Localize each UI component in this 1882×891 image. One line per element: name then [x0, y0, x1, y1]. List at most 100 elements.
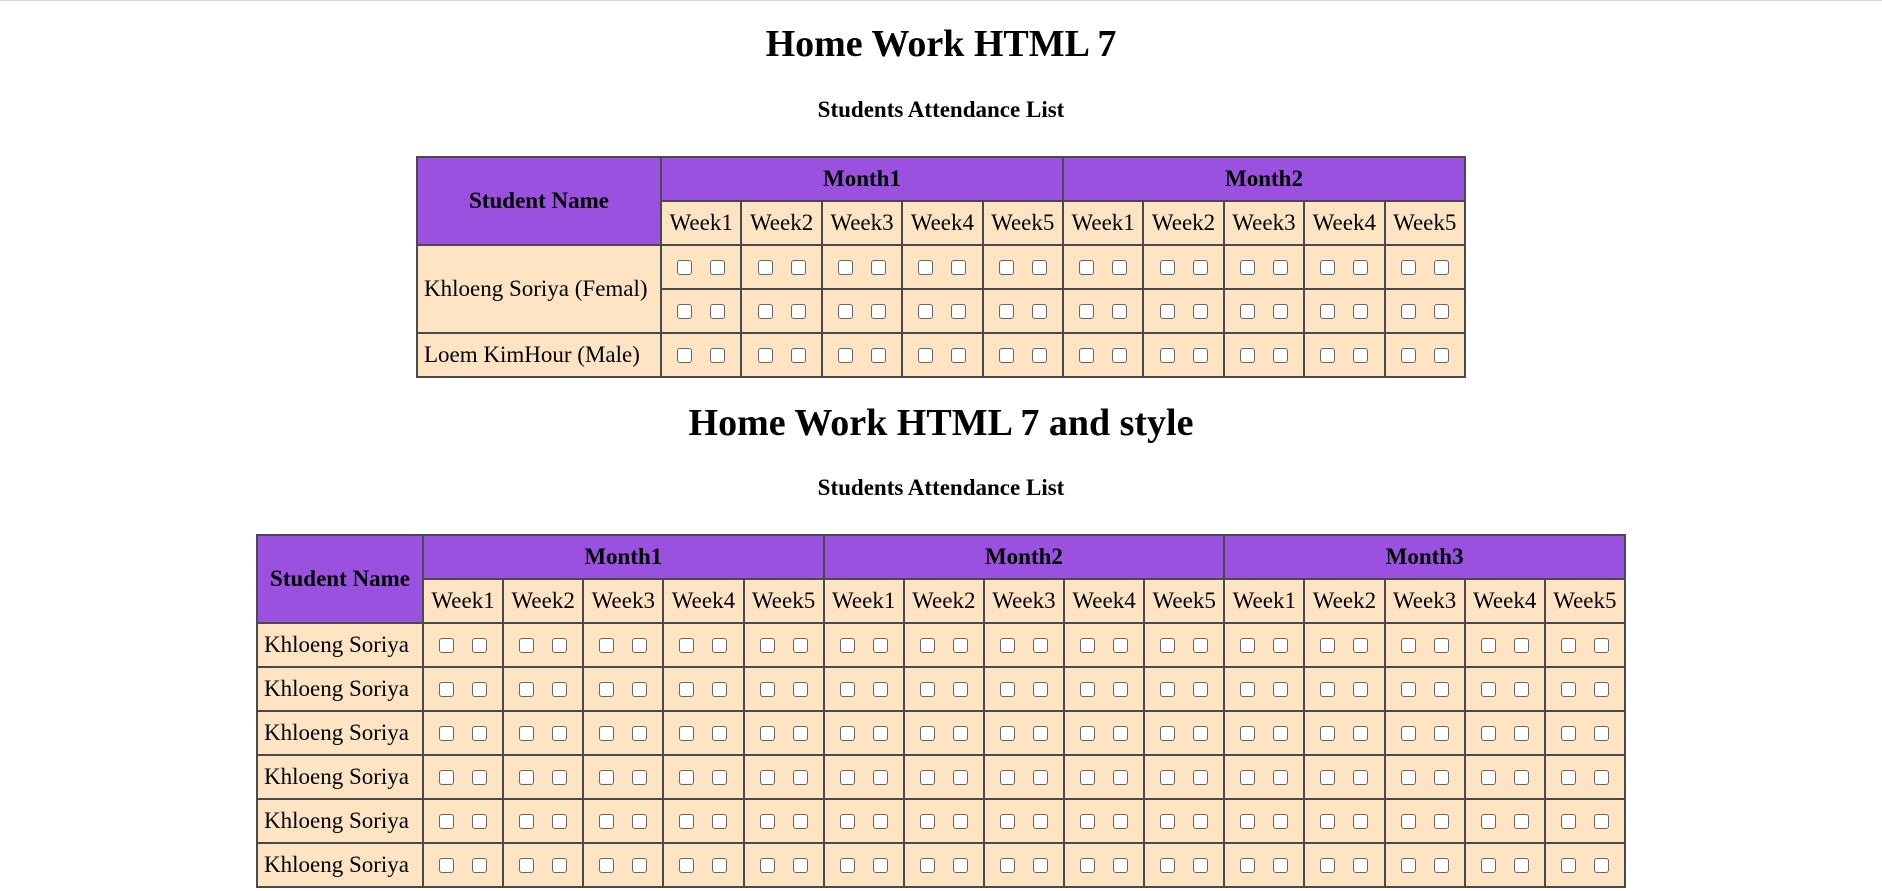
- attendance-checkbox[interactable]: [1113, 726, 1129, 742]
- attendance-checkbox[interactable]: [952, 770, 968, 786]
- attendance-checkbox[interactable]: [1160, 726, 1176, 742]
- attendance-checkbox[interactable]: [759, 814, 775, 830]
- attendance-checkbox[interactable]: [870, 304, 886, 320]
- attendance-checkbox[interactable]: [837, 260, 853, 276]
- attendance-checkbox[interactable]: [872, 770, 888, 786]
- attendance-checkbox[interactable]: [1193, 770, 1209, 786]
- attendance-checkbox[interactable]: [1080, 682, 1096, 698]
- attendance-checkbox[interactable]: [632, 726, 648, 742]
- attendance-checkbox[interactable]: [1433, 814, 1449, 830]
- attendance-checkbox[interactable]: [552, 638, 568, 654]
- attendance-checkbox[interactable]: [632, 814, 648, 830]
- attendance-checkbox[interactable]: [1400, 304, 1416, 320]
- attendance-checkbox[interactable]: [1159, 304, 1175, 320]
- attendance-checkbox[interactable]: [1433, 726, 1449, 742]
- attendance-checkbox[interactable]: [1193, 858, 1209, 874]
- attendance-checkbox[interactable]: [632, 770, 648, 786]
- attendance-checkbox[interactable]: [1193, 682, 1209, 698]
- attendance-checkbox[interactable]: [1353, 858, 1369, 874]
- attendance-checkbox[interactable]: [710, 348, 726, 364]
- attendance-checkbox[interactable]: [679, 638, 695, 654]
- attendance-checkbox[interactable]: [759, 770, 775, 786]
- attendance-checkbox[interactable]: [919, 638, 935, 654]
- attendance-checkbox[interactable]: [1353, 348, 1369, 364]
- attendance-checkbox[interactable]: [1593, 770, 1609, 786]
- attendance-checkbox[interactable]: [919, 858, 935, 874]
- attendance-checkbox[interactable]: [1513, 814, 1529, 830]
- attendance-checkbox[interactable]: [839, 814, 855, 830]
- attendance-checkbox[interactable]: [1433, 682, 1449, 698]
- attendance-checkbox[interactable]: [1239, 260, 1255, 276]
- attendance-checkbox[interactable]: [1433, 638, 1449, 654]
- attendance-checkbox[interactable]: [757, 304, 773, 320]
- attendance-checkbox[interactable]: [1593, 858, 1609, 874]
- attendance-checkbox[interactable]: [1480, 770, 1496, 786]
- attendance-checkbox[interactable]: [870, 348, 886, 364]
- attendance-checkbox[interactable]: [1031, 260, 1047, 276]
- attendance-checkbox[interactable]: [519, 682, 535, 698]
- attendance-checkbox[interactable]: [919, 726, 935, 742]
- attendance-checkbox[interactable]: [790, 348, 806, 364]
- attendance-checkbox[interactable]: [759, 638, 775, 654]
- attendance-checkbox[interactable]: [1032, 726, 1048, 742]
- attendance-checkbox[interactable]: [1320, 682, 1336, 698]
- attendance-checkbox[interactable]: [552, 770, 568, 786]
- attendance-checkbox[interactable]: [1513, 770, 1529, 786]
- attendance-checkbox[interactable]: [519, 858, 535, 874]
- attendance-checkbox[interactable]: [1320, 304, 1336, 320]
- attendance-checkbox[interactable]: [792, 638, 808, 654]
- attendance-checkbox[interactable]: [919, 682, 935, 698]
- attendance-checkbox[interactable]: [998, 260, 1014, 276]
- attendance-checkbox[interactable]: [712, 814, 728, 830]
- attendance-checkbox[interactable]: [1080, 638, 1096, 654]
- attendance-checkbox[interactable]: [1400, 858, 1416, 874]
- attendance-checkbox[interactable]: [998, 304, 1014, 320]
- attendance-checkbox[interactable]: [1273, 814, 1289, 830]
- attendance-checkbox[interactable]: [1160, 814, 1176, 830]
- attendance-checkbox[interactable]: [677, 260, 693, 276]
- attendance-checkbox[interactable]: [1079, 304, 1095, 320]
- attendance-checkbox[interactable]: [757, 348, 773, 364]
- attendance-checkbox[interactable]: [439, 814, 455, 830]
- attendance-checkbox[interactable]: [759, 726, 775, 742]
- attendance-checkbox[interactable]: [951, 260, 967, 276]
- attendance-checkbox[interactable]: [599, 770, 615, 786]
- attendance-checkbox[interactable]: [599, 682, 615, 698]
- attendance-checkbox[interactable]: [1560, 814, 1576, 830]
- attendance-checkbox[interactable]: [1239, 348, 1255, 364]
- attendance-checkbox[interactable]: [1320, 638, 1336, 654]
- attendance-checkbox[interactable]: [1353, 638, 1369, 654]
- attendance-checkbox[interactable]: [952, 726, 968, 742]
- attendance-checkbox[interactable]: [792, 770, 808, 786]
- attendance-checkbox[interactable]: [472, 858, 488, 874]
- attendance-checkbox[interactable]: [1320, 260, 1336, 276]
- attendance-checkbox[interactable]: [1272, 304, 1288, 320]
- attendance-checkbox[interactable]: [1079, 348, 1095, 364]
- attendance-checkbox[interactable]: [1273, 638, 1289, 654]
- attendance-checkbox[interactable]: [472, 682, 488, 698]
- attendance-checkbox[interactable]: [1513, 858, 1529, 874]
- attendance-checkbox[interactable]: [1112, 304, 1128, 320]
- attendance-checkbox[interactable]: [439, 770, 455, 786]
- attendance-checkbox[interactable]: [1032, 770, 1048, 786]
- attendance-checkbox[interactable]: [1353, 260, 1369, 276]
- attendance-checkbox[interactable]: [872, 638, 888, 654]
- attendance-checkbox[interactable]: [1193, 638, 1209, 654]
- attendance-checkbox[interactable]: [918, 304, 934, 320]
- attendance-checkbox[interactable]: [1240, 682, 1256, 698]
- attendance-checkbox[interactable]: [632, 638, 648, 654]
- attendance-checkbox[interactable]: [1400, 726, 1416, 742]
- attendance-checkbox[interactable]: [1193, 814, 1209, 830]
- attendance-checkbox[interactable]: [632, 682, 648, 698]
- attendance-checkbox[interactable]: [1113, 682, 1129, 698]
- attendance-checkbox[interactable]: [677, 348, 693, 364]
- attendance-checkbox[interactable]: [1480, 682, 1496, 698]
- attendance-checkbox[interactable]: [1192, 304, 1208, 320]
- attendance-checkbox[interactable]: [599, 814, 615, 830]
- attendance-checkbox[interactable]: [472, 770, 488, 786]
- attendance-checkbox[interactable]: [1480, 638, 1496, 654]
- attendance-checkbox[interactable]: [1159, 348, 1175, 364]
- attendance-checkbox[interactable]: [1031, 348, 1047, 364]
- attendance-checkbox[interactable]: [439, 682, 455, 698]
- attendance-checkbox[interactable]: [839, 726, 855, 742]
